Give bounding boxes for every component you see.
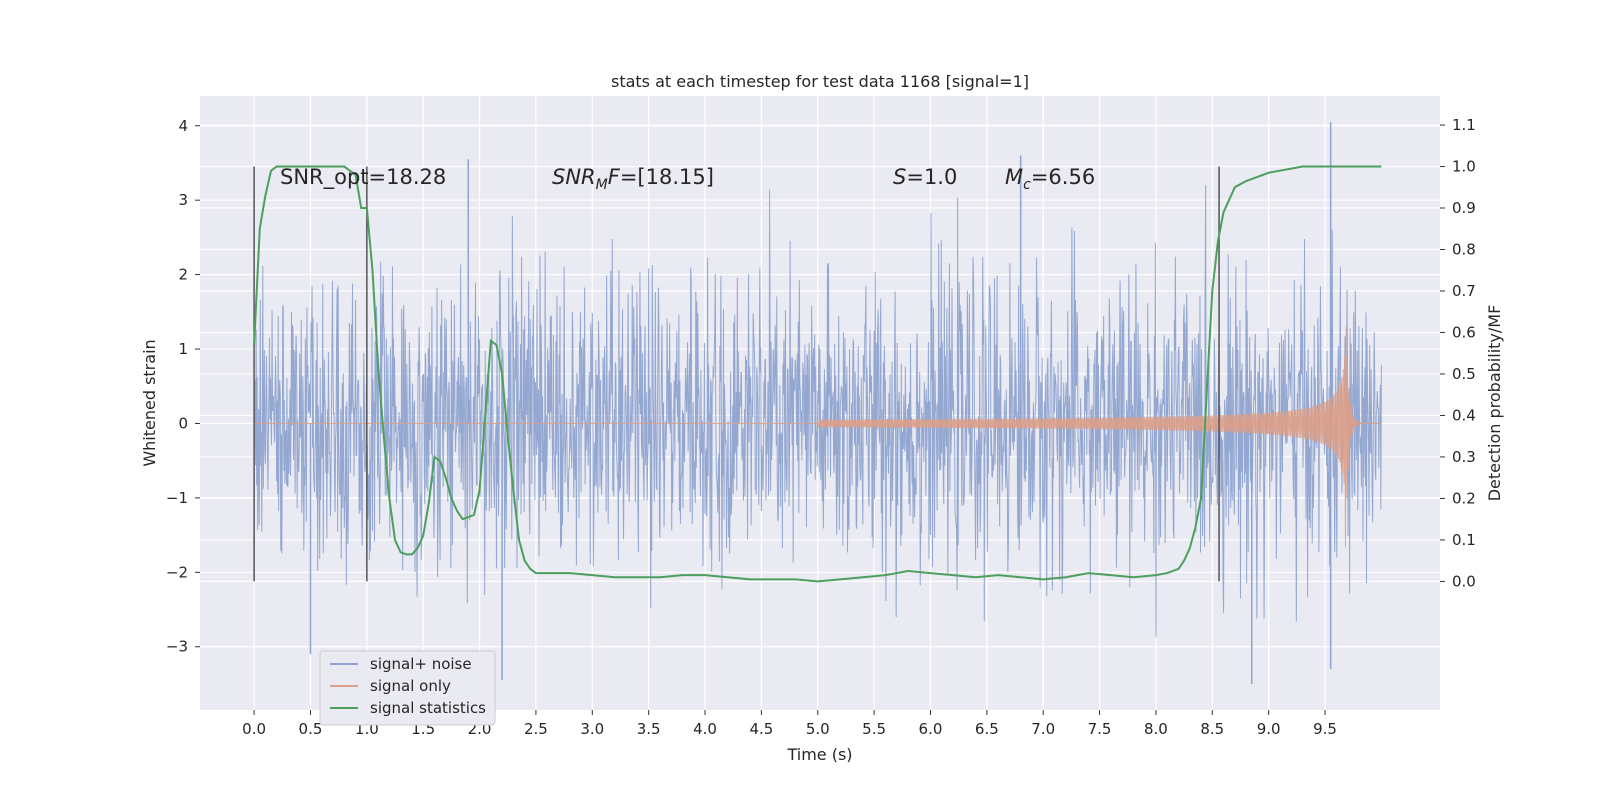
y-tick-label: −1	[166, 489, 188, 507]
x-tick-label: 5.5	[862, 720, 886, 738]
signal-trace	[253, 326, 1382, 548]
series-signal-only	[253, 326, 1382, 548]
legend-label-stats: signal statistics	[370, 699, 486, 717]
x-tick-label: 6.0	[919, 720, 943, 738]
y2-tick-label: 0.8	[1452, 241, 1476, 259]
x-tick-label: 7.0	[1031, 720, 1055, 738]
y2-tick-label: 0.1	[1452, 531, 1476, 549]
y2-tick-label: 0.0	[1452, 572, 1476, 590]
y2-tick-label: 0.6	[1452, 323, 1476, 341]
x-tick-label: 3.5	[637, 720, 661, 738]
y2-tick-label: 0.5	[1452, 365, 1476, 383]
y2-tick-label: 1.1	[1452, 116, 1476, 134]
y-tick-label: 3	[178, 191, 188, 209]
stats-trace	[253, 165, 1382, 583]
y2-tick-label: 0.4	[1452, 406, 1476, 424]
y-axis-ticks: 4 3 2 1 0 −1 −2 −3	[166, 117, 200, 656]
x-tick-label: 4.5	[749, 720, 773, 738]
legend-label-noise: signal+ noise	[370, 655, 472, 673]
series-signal-statistics	[253, 165, 1382, 583]
x-tick-label: 4.0	[693, 720, 717, 738]
y2-tick-label: 0.7	[1452, 282, 1476, 300]
y2-tick-label: 0.2	[1452, 489, 1476, 507]
y2-axis-label: Detection probability/MF	[1485, 305, 1504, 502]
chart-title: stats at each timestep for test data 116…	[611, 72, 1029, 91]
x-axis-label: Time (s)	[786, 745, 852, 764]
x-tick-label: 9.0	[1257, 720, 1281, 738]
annotation-mc: Mc=6.56	[1005, 165, 1095, 193]
y2-tick-label: 1.0	[1452, 158, 1476, 176]
y-axis-label: Whitened strain	[140, 339, 159, 466]
noise-trace	[253, 185, 1382, 638]
annotation-snr-mf: SNRMF=[18.15]	[552, 165, 714, 193]
x-tick-label: 2.5	[524, 720, 548, 738]
y-tick-label: −2	[166, 563, 188, 581]
x-tick-label: 5.0	[806, 720, 830, 738]
legend-label-signal: signal only	[370, 677, 451, 695]
x-tick-label: 8.5	[1200, 720, 1224, 738]
x-tick-label: 0.5	[299, 720, 323, 738]
x-tick-label: 7.5	[1088, 720, 1112, 738]
y-tick-label: 4	[178, 117, 188, 135]
legend-box	[319, 650, 496, 726]
x-tick-label: 0.0	[242, 720, 266, 738]
y-tick-label: 2	[178, 266, 188, 284]
x-tick-label: 9.5	[1313, 720, 1337, 738]
legend: signal+ noise signal only signal statist…	[319, 650, 496, 726]
y2-axis-ticks: 1.1 1.0 0.9 0.8 0.7 0.6 0.5 0.4 0.3 0.2 0.1 0.0	[1440, 116, 1476, 590]
x-tick-label: 3.0	[580, 720, 604, 738]
y-tick-label: 1	[178, 340, 188, 358]
annotation-snr-opt: SNR_opt=18.28	[280, 165, 446, 190]
x-tick-label: 6.5	[975, 720, 999, 738]
annotation-s: S=1.0	[893, 165, 957, 189]
series-signal-noise	[253, 122, 1382, 684]
y2-tick-label: 0.3	[1452, 448, 1476, 466]
y-tick-label: 0	[178, 414, 188, 432]
y2-tick-label: 0.9	[1452, 199, 1476, 217]
x-tick-label: 8.0	[1144, 720, 1168, 738]
y-tick-label: −3	[166, 638, 188, 656]
